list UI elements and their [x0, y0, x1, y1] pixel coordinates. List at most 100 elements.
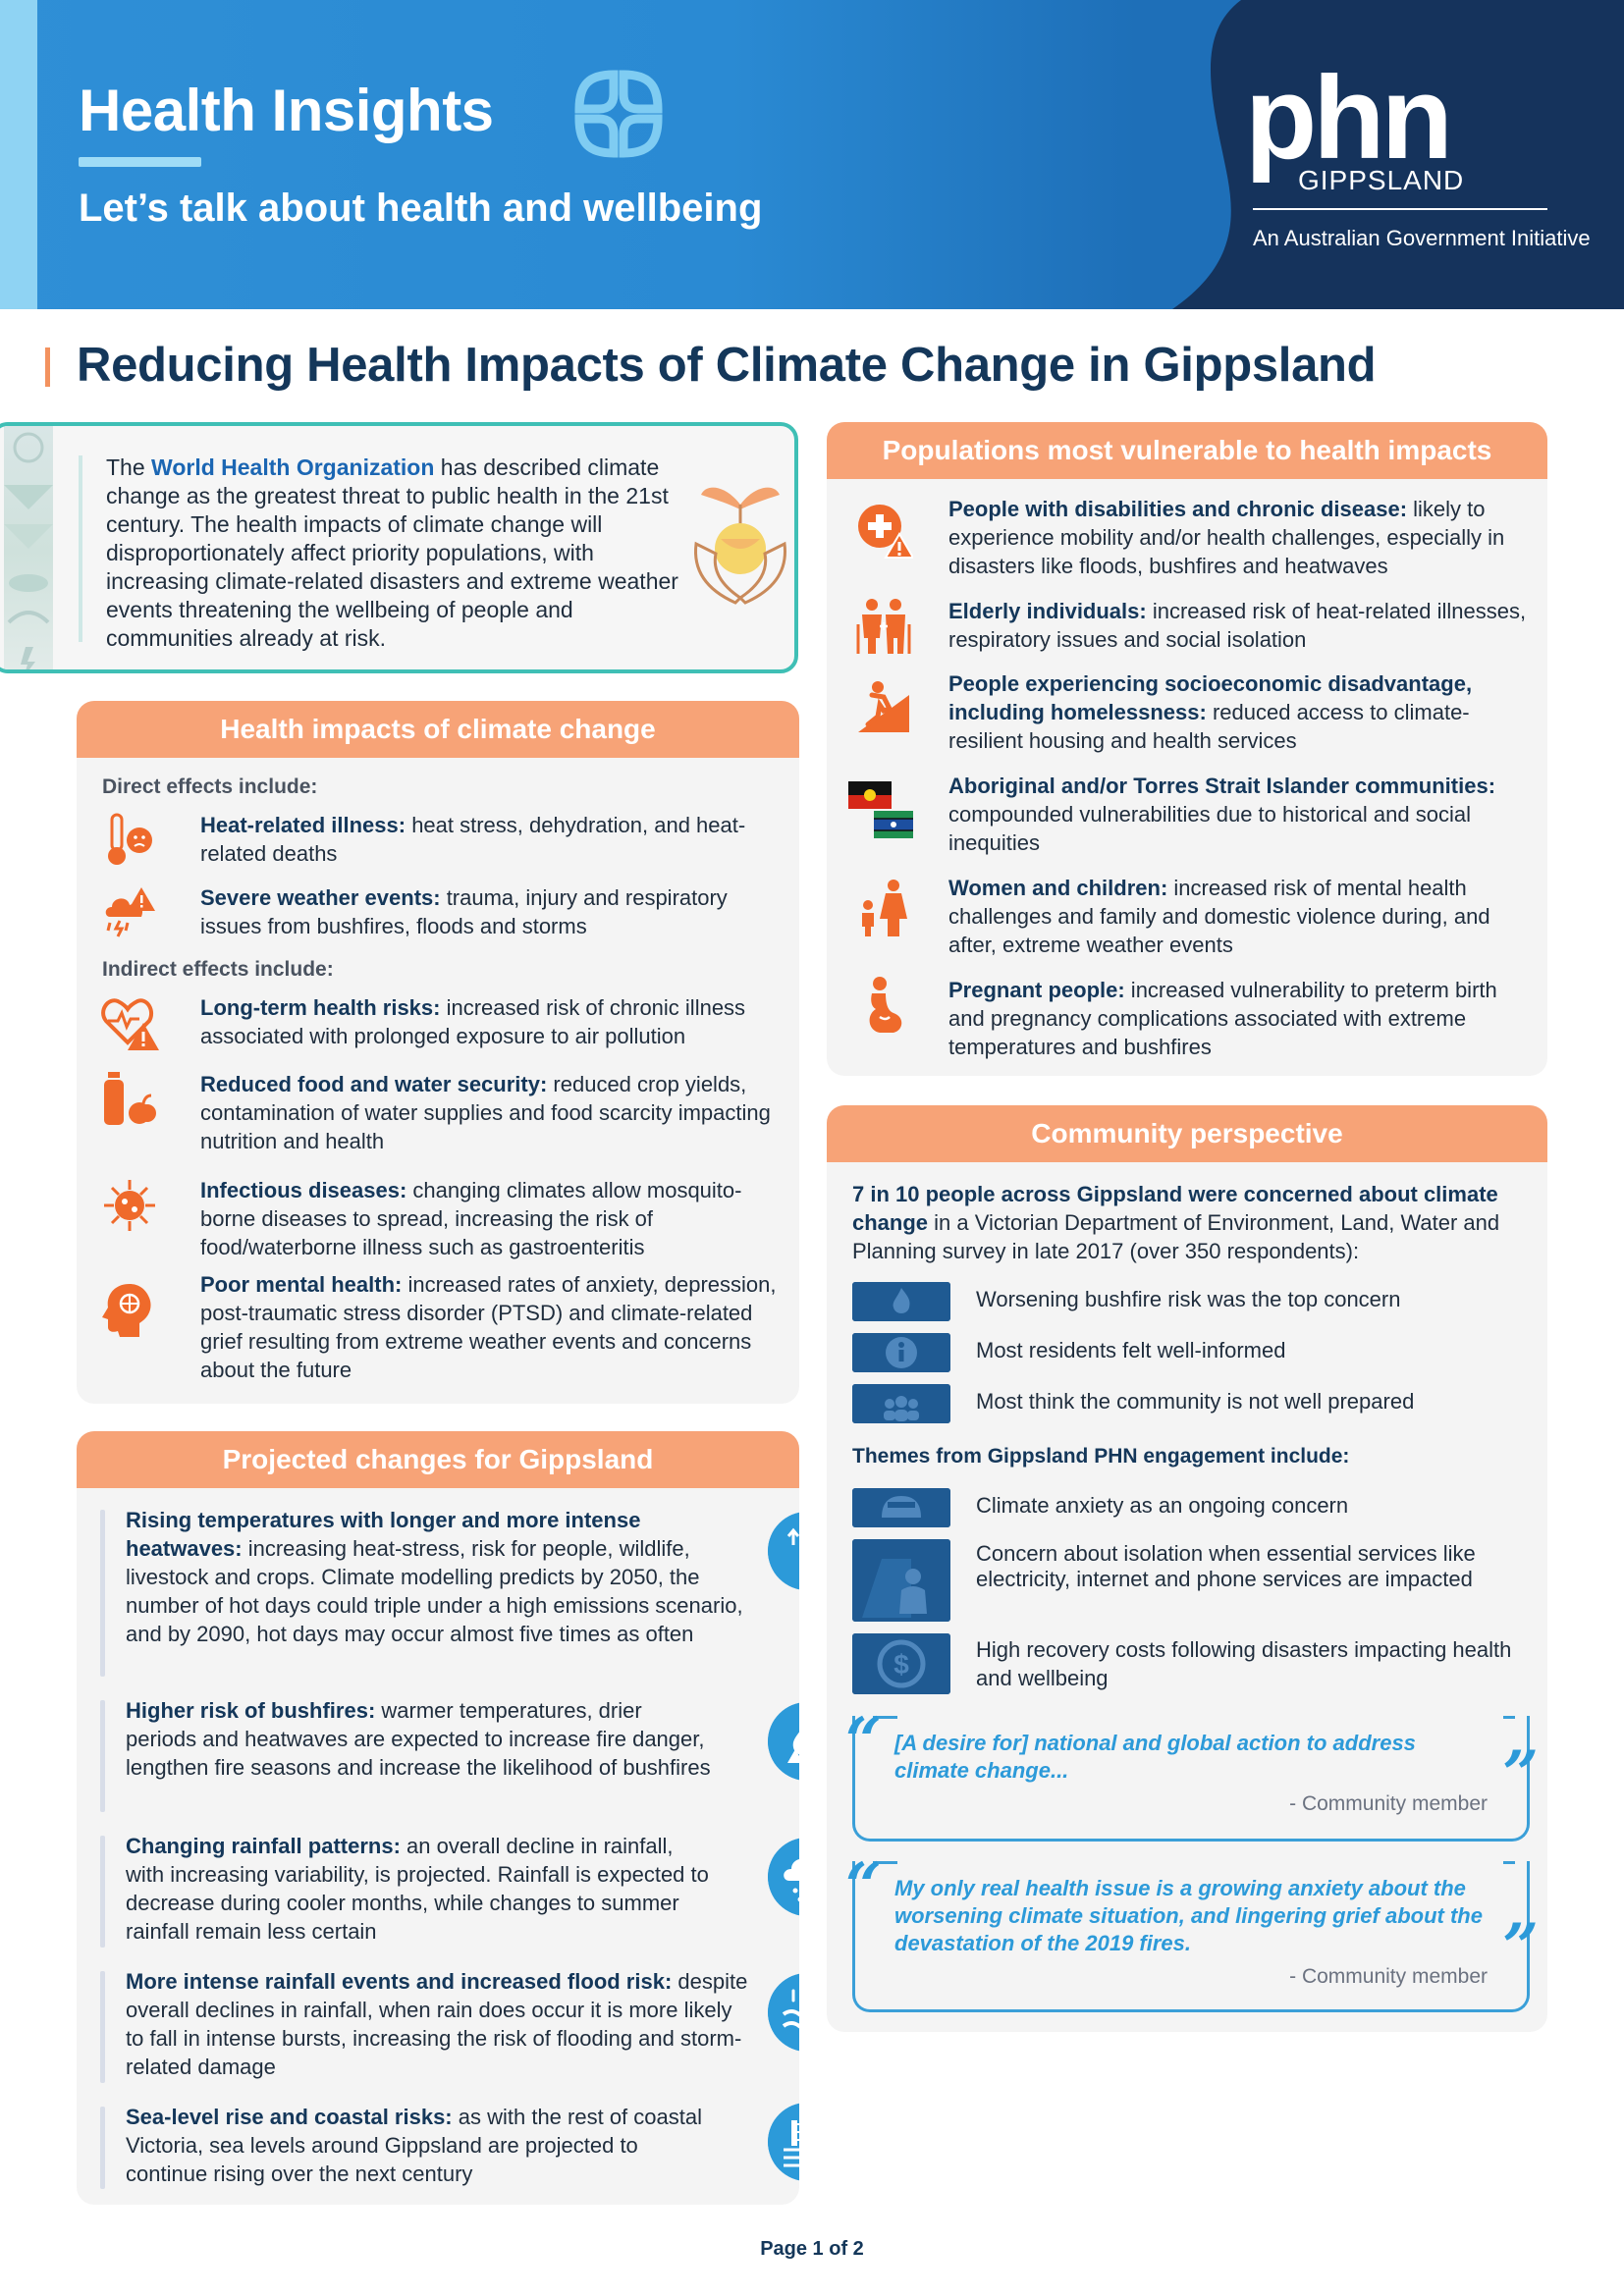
indigenous-text: Aboriginal and/or Torres Strait Islander… — [948, 772, 1538, 857]
intro-lead: The — [106, 454, 152, 480]
phn-divider — [1253, 208, 1547, 210]
phn-logo: phn — [1245, 52, 1453, 184]
quote-border — [1503, 1716, 1515, 1719]
item-title: Reduced food and water security: — [200, 1072, 548, 1096]
quote-text: [A desire for] national and global actio… — [894, 1731, 1416, 1783]
item-title: More intense rainfall events and increas… — [126, 1969, 673, 1994]
close-quote-icon: ” — [1502, 1910, 1539, 1984]
item-text: despite overall declines in rainfall, wh… — [126, 1969, 748, 2079]
elderly-couple-icon — [856, 599, 911, 654]
item-title: Infectious diseases: — [200, 1178, 407, 1202]
item-title: Changing rainfall patterns: — [126, 1834, 401, 1858]
sea-level-text: Sea-level rise and coastal risks: as wit… — [126, 2103, 715, 2188]
item-title: Women and children: — [948, 876, 1168, 900]
theme-label: Concern about isolation when essential s… — [976, 1541, 1476, 1591]
severe-weather-text: Severe weather events: trauma, injury an… — [200, 883, 780, 940]
item-title: Long-term health risks: — [200, 995, 441, 1020]
item-title: Poor mental health: — [200, 1272, 403, 1297]
anxiety-icon — [852, 1488, 950, 1527]
item-title: Aboriginal and/or Torres Strait Islander… — [948, 774, 1496, 798]
item-rule — [100, 1971, 105, 2083]
infectious-text: Infectious diseases: changing climates a… — [200, 1176, 780, 1261]
header-title: Health Insights — [79, 78, 494, 143]
page-header: Health Insights Let’s talk about health … — [0, 0, 1624, 309]
item-text: likely to experience mobility and/or hea… — [948, 497, 1505, 578]
direct-effects-label: Direct effects include: — [102, 775, 318, 798]
flood-icon — [768, 1973, 799, 2052]
item-text: an overall decline in rainfall, with inc… — [126, 1834, 709, 1944]
group-icon — [852, 1384, 950, 1423]
list-item: Most think the community is not well pre… — [852, 1384, 1540, 1423]
quote-text: My only real health issue is a growing a… — [894, 1876, 1483, 1955]
bottle-apple-icon — [104, 1072, 156, 1125]
thermometer-up-icon — [768, 1512, 799, 1590]
quote-box: “ My only real health issue is a growing… — [845, 1855, 1539, 2012]
item-title: Elderly individuals: — [948, 599, 1147, 623]
item-text: heat stress, dehydration, and heat-relat… — [200, 813, 746, 866]
vulnerable-heading: Populations most vulnerable to health im… — [827, 422, 1547, 479]
item-text: changing climates allow mosquito-borne d… — [200, 1178, 742, 1259]
food-water-text: Reduced food and water security: reduced… — [200, 1070, 780, 1155]
item-text: as with the rest of coastal Victoria, se… — [126, 2105, 702, 2186]
indirect-effects-label: Indirect effects include: — [102, 958, 334, 981]
list-item: Sea-level rise and coastal risks: as wit… — [100, 2103, 799, 2191]
item-title: Heat-related illness: — [200, 813, 406, 837]
who-link: World Health Organization — [151, 454, 435, 480]
fire-icon — [852, 1282, 950, 1321]
bushfire-text: Higher risk of bushfires: warmer tempera… — [126, 1696, 715, 1782]
decorative-pattern — [4, 426, 53, 669]
storm-warning-icon — [105, 887, 155, 937]
stat-label: Most residents felt well-informed — [976, 1338, 1286, 1362]
list-item: Concern about isolation when essential s… — [852, 1539, 1540, 1622]
pattern-icon — [4, 432, 53, 669]
theme-label: Climate anxiety as an ongoing concern — [976, 1493, 1349, 1518]
item-text: increased vulnerability to preterm birth… — [948, 978, 1497, 1059]
heart-warning-icon — [101, 998, 159, 1050]
quote-box: “ [A desire for] national and global act… — [845, 1710, 1539, 1842]
pregnant-person-icon — [869, 977, 902, 1033]
pregnant-text: Pregnant people: increased vulnerability… — [948, 976, 1538, 1061]
stat-label: Worsening bushfire risk was the top conc… — [976, 1287, 1401, 1311]
item-title: Sea-level rise and coastal risks: — [126, 2105, 453, 2129]
thermometer-face-icon — [108, 813, 152, 865]
item-text: compounded vulnerabilities due to histor… — [948, 802, 1471, 855]
intro-box: The World Health Organization has descri… — [0, 422, 798, 673]
page-number: Page 1 of 2 — [760, 2238, 864, 2260]
item-rule — [100, 1700, 105, 1812]
virus-icon — [104, 1180, 155, 1231]
disabilities-text: People with disabilities and chronic dis… — [948, 495, 1538, 580]
theme-label: High recovery costs following disasters … — [976, 1637, 1512, 1690]
item-rule — [100, 2107, 105, 2189]
clover-logo-icon — [574, 70, 663, 158]
list-item: Worsening bushfire risk was the top conc… — [852, 1282, 1540, 1321]
svg-text:$: $ — [893, 1649, 909, 1680]
item-text: increased rates of anxiety, depression, … — [200, 1272, 777, 1382]
phn-region: GIPPSLAND — [1298, 165, 1465, 195]
list-item: Higher risk of bushfires: warmer tempera… — [100, 1696, 799, 1814]
list-item: Changing rainfall patterns: an overall d… — [100, 1832, 799, 1949]
intro-text: The World Health Organization has descri… — [106, 454, 680, 653]
list-item: $ High recovery costs following disaster… — [852, 1633, 1540, 1694]
intro-rest: in a Victorian Department of Environment… — [852, 1210, 1500, 1263]
quote-attribution: - Community member — [1289, 1792, 1488, 1815]
item-text: increased risk of chronic illness associ… — [200, 995, 746, 1048]
item-rule — [100, 1510, 105, 1677]
intro-bold: 7 in 10 people across Gippsland were con… — [852, 1182, 1498, 1235]
heat-illness-text: Heat-related illness: heat stress, dehyd… — [200, 811, 780, 868]
dollar-icon: $ — [852, 1633, 950, 1694]
item-title: Severe weather events: — [200, 885, 441, 910]
person-climbing-icon — [858, 681, 909, 732]
list-item: Most residents felt well-informed — [852, 1333, 1540, 1372]
item-text: trauma, injury and respiratory issues fr… — [200, 885, 728, 938]
item-title: Pregnant people: — [948, 978, 1125, 1002]
medical-warning-icon — [858, 505, 913, 559]
header-accent-strip — [0, 0, 37, 309]
stat-label: Most think the community is not well pre… — [976, 1389, 1415, 1414]
community-heading: Community perspective — [827, 1105, 1547, 1162]
themes-label: Themes from Gippsland PHN engagement inc… — [852, 1445, 1350, 1468]
community-intro: 7 in 10 people across Gippsland were con… — [852, 1180, 1530, 1265]
rain-cloud-icon — [768, 1838, 799, 1916]
women-children-text: Women and children: increased risk of me… — [948, 874, 1538, 959]
health-impacts-heading: Health impacts of climate change — [77, 701, 799, 758]
close-quote-icon: ” — [1502, 1737, 1539, 1811]
